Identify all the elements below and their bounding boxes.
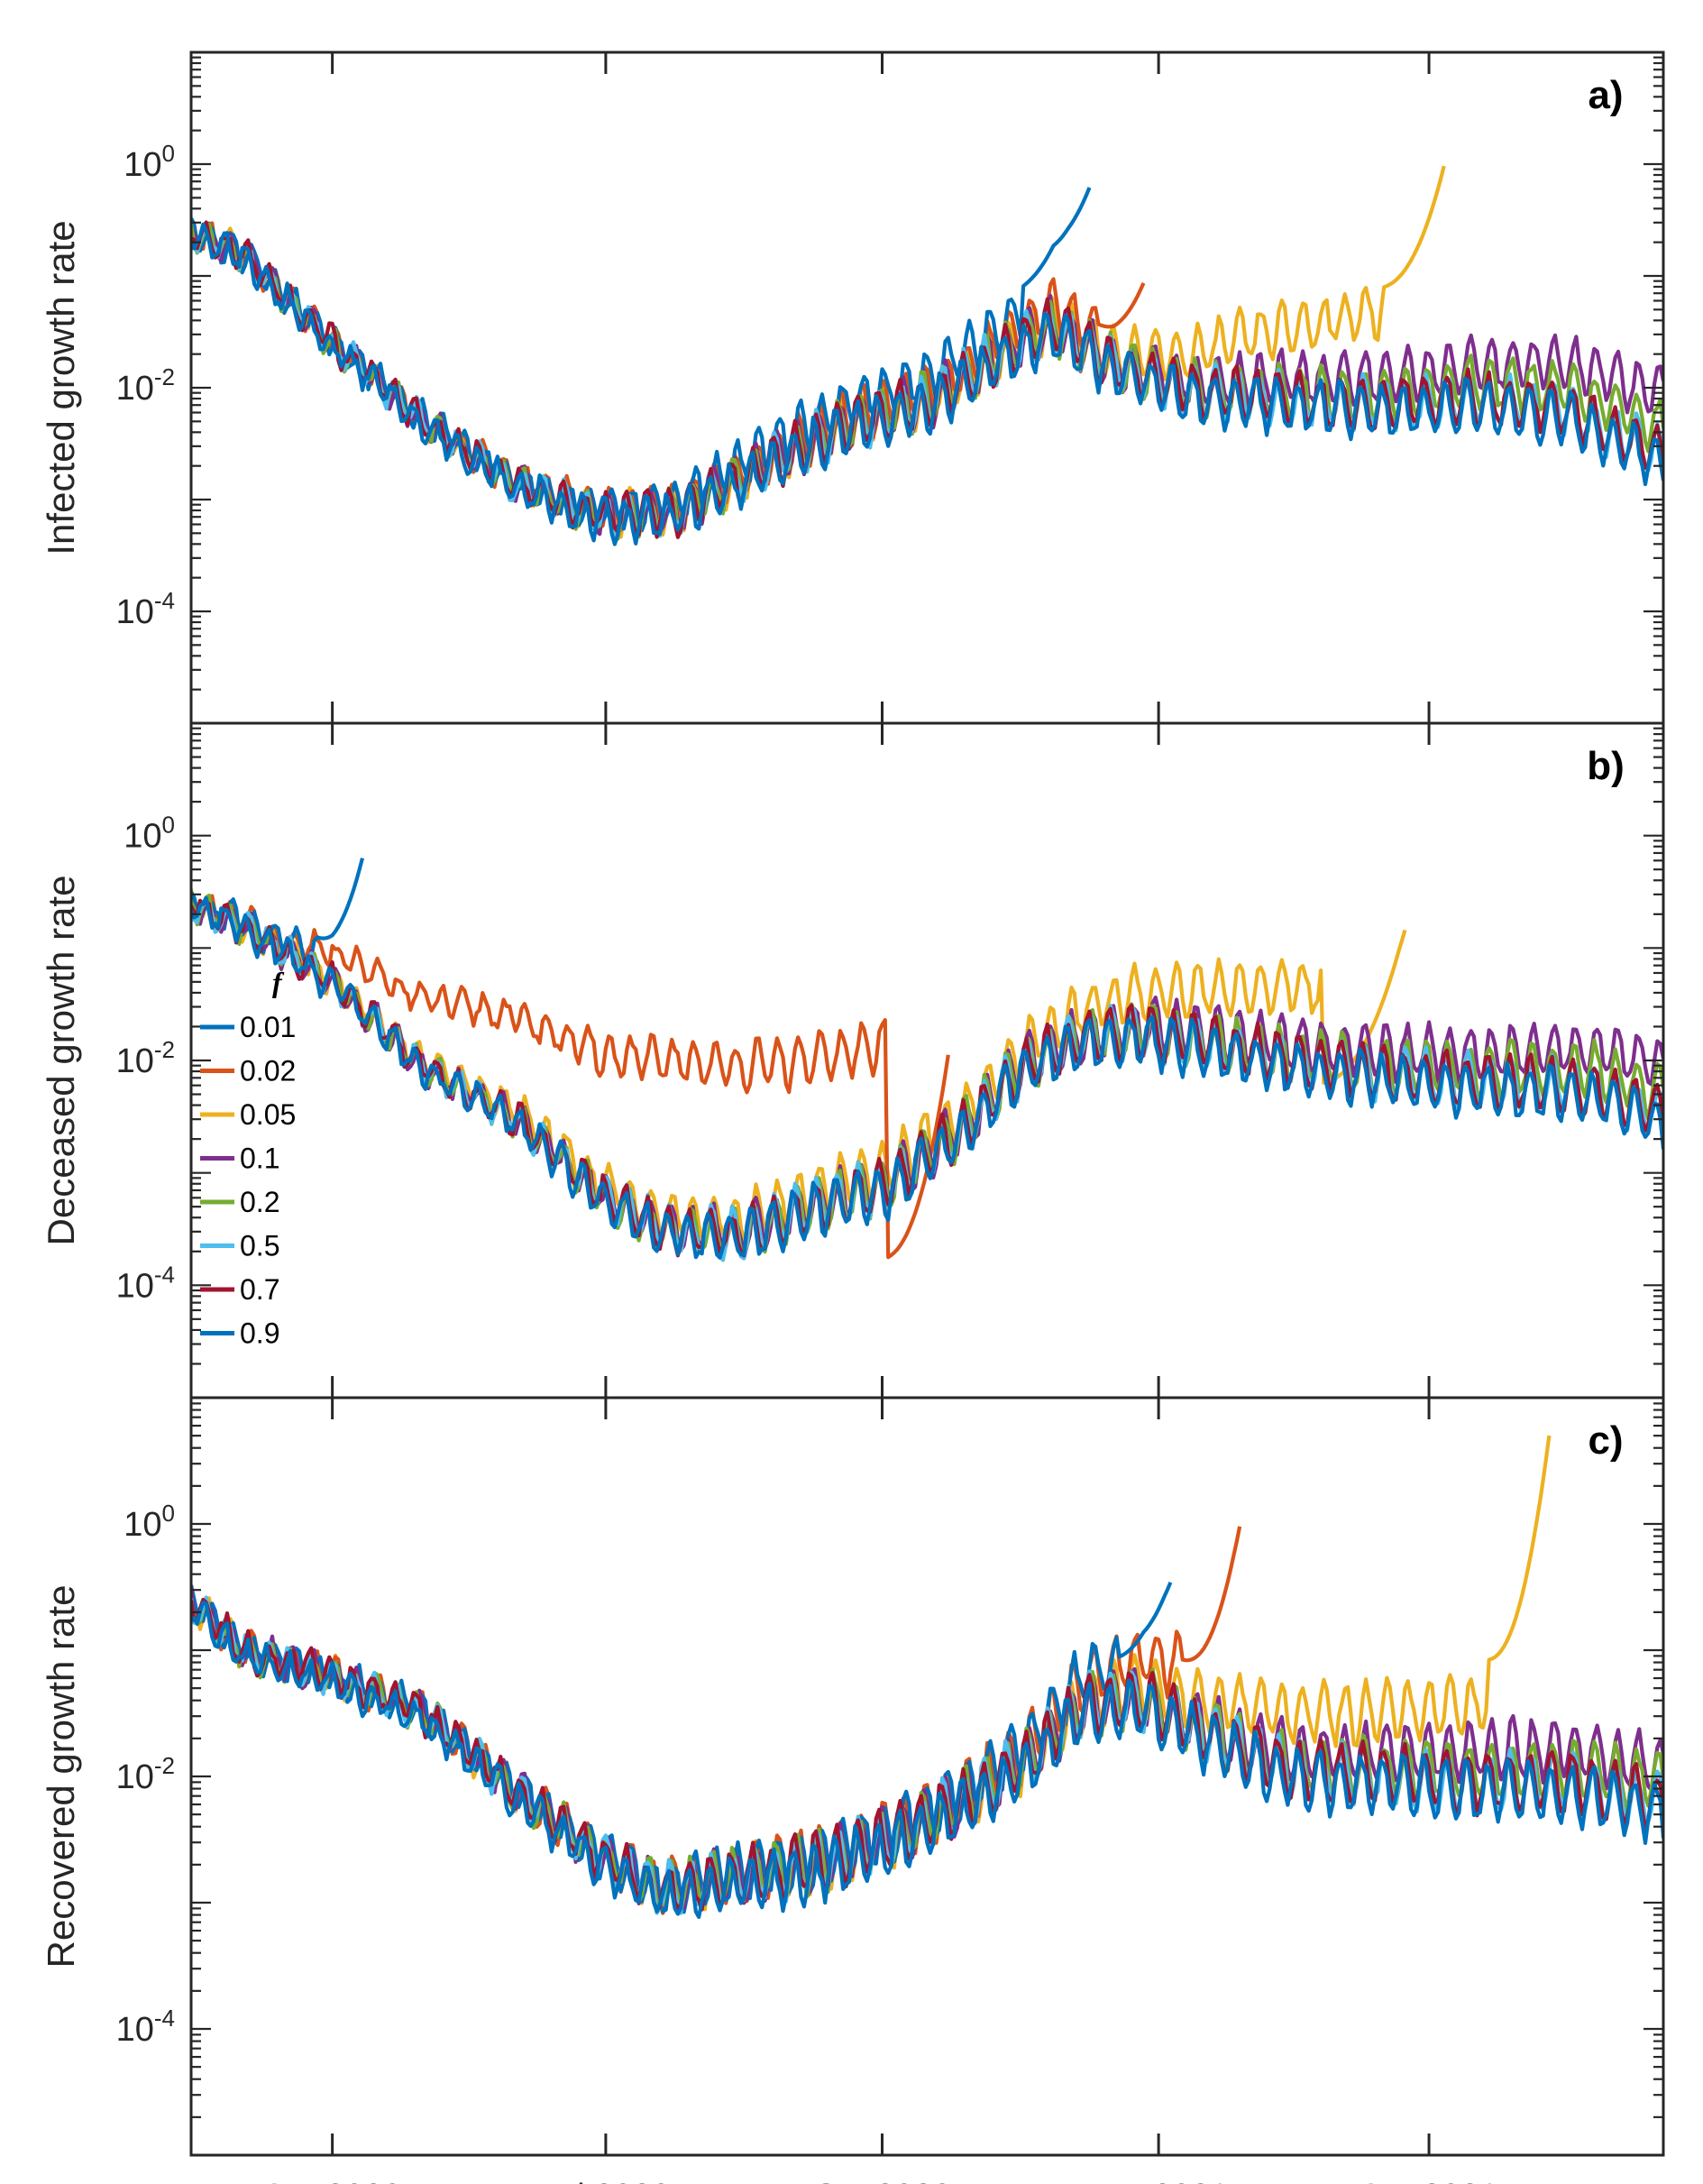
x-tick-label: Jul 2020 xyxy=(541,2178,671,2184)
y-tick-label: 100 xyxy=(124,1500,175,1544)
legend-entry-label: 0.5 xyxy=(240,1230,279,1262)
x-tick-label: Apr 2021 xyxy=(1360,2178,1498,2184)
series-line-f-0-9 xyxy=(191,895,1663,1260)
legend-entry-label: 0.9 xyxy=(240,1317,279,1350)
series-line-f-0-9 xyxy=(191,1601,1663,1919)
y-tick-label: 10-4 xyxy=(116,587,175,631)
legend-entry-label: 0.2 xyxy=(240,1186,279,1218)
y-axis-label: Infected growth rate xyxy=(40,220,82,555)
panel-a: 100 10-2 10-4 Infected growth rate a) xyxy=(40,50,1665,725)
y-tick-label: 100 xyxy=(124,812,175,856)
series-line-f-0-05 xyxy=(191,165,1446,539)
x-tick-label: Jan 2021 xyxy=(1088,2178,1229,2184)
legend-entry-label: 0.05 xyxy=(240,1098,296,1131)
legend: f 0.01 0.02 0.05 0.1 0.2 0.5 0.7 0.9 xyxy=(200,966,296,1350)
panel-c: 100 10-2 10-4 Apr 2020 Jul 2020 Oct 2020 Jan 2… xyxy=(40,1396,1665,2184)
series-group xyxy=(191,858,1663,1262)
y-tick-label: 10-2 xyxy=(116,363,175,408)
y-tick-label: 10-4 xyxy=(116,2005,175,2049)
y-tick-label: 10-2 xyxy=(116,1752,175,1796)
legend-title: f xyxy=(272,966,285,998)
legend-entry-label: 0.7 xyxy=(240,1273,279,1306)
legend-entry-label: 0.01 xyxy=(240,1011,296,1043)
series-group xyxy=(191,1435,1663,1919)
series-line-f-0-1 xyxy=(191,1586,1663,1911)
y-tick-label: 10-2 xyxy=(116,1036,175,1080)
series-line-f-0-9 xyxy=(191,222,1663,546)
x-tick-label: Apr 2020 xyxy=(263,2178,402,2184)
y-tick-label: 100 xyxy=(124,140,175,184)
y-axis-label: Deceased growth rate xyxy=(40,876,82,1246)
series-group xyxy=(191,165,1663,546)
series-line-f-0-01 xyxy=(191,187,1092,533)
y-tick-label: 10-4 xyxy=(116,1261,175,1305)
x-tick-label: Oct 2020 xyxy=(812,2178,951,2184)
panel-label: b) xyxy=(1587,744,1625,788)
legend-entry-label: 0.1 xyxy=(240,1142,279,1175)
panel-label: c) xyxy=(1588,1418,1623,1463)
y-axis-label: Recovered growth rate xyxy=(40,1585,82,1968)
panel-label: a) xyxy=(1588,73,1623,117)
legend-entry-label: 0.02 xyxy=(240,1055,296,1087)
